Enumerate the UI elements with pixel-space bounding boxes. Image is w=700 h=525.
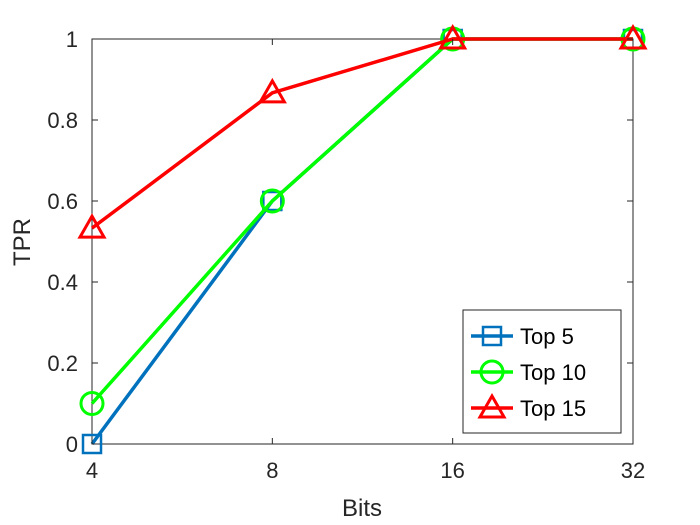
legend: Top 5 Top 10 Top 15 — [462, 309, 622, 434]
x-tick-label: 4 — [86, 458, 98, 483]
series-layer — [77, 23, 648, 455]
x-tick-label: 16 — [440, 458, 464, 483]
legend-entry: Top 15 — [471, 392, 586, 421]
y-tick-label: 0.8 — [47, 108, 78, 133]
legend-marker-square — [481, 325, 503, 347]
y-tick-label: 0.6 — [47, 189, 78, 214]
y-axis-label: TPR — [9, 218, 36, 266]
y-tick-label: 0 — [66, 432, 78, 457]
legend-marker-circle — [479, 359, 505, 385]
y-tick-label: 0.2 — [47, 351, 78, 376]
legend-entry: Top 10 — [471, 359, 586, 385]
data-point-triangle — [618, 23, 648, 50]
y-tick-label: 1 — [66, 27, 78, 52]
legend-label: Top 10 — [520, 360, 586, 385]
data-point-circle — [79, 391, 105, 416]
data-point-square — [81, 433, 103, 455]
data-point-circle — [259, 188, 285, 214]
data-point-triangle — [438, 23, 468, 50]
data-point-triangle — [257, 77, 287, 104]
legend-entry: Top 5 — [471, 324, 574, 349]
x-tick-label: 8 — [266, 458, 278, 483]
data-point-square — [262, 190, 283, 212]
ticks-layer: 4 8 16 32 0 0.2 0.4 0.6 0.8 1 — [47, 27, 645, 483]
legend-label: Top 15 — [520, 396, 586, 421]
series-line — [90, 37, 633, 230]
x-tick-label: 32 — [621, 458, 645, 483]
legend-marker-triangle — [477, 392, 507, 419]
series-top-15 — [77, 23, 648, 239]
data-point-triangle — [77, 213, 107, 239]
x-axis-label: Bits — [342, 495, 382, 522]
y-tick-label: 0.4 — [47, 270, 78, 295]
legend-label: Top 5 — [520, 324, 574, 349]
